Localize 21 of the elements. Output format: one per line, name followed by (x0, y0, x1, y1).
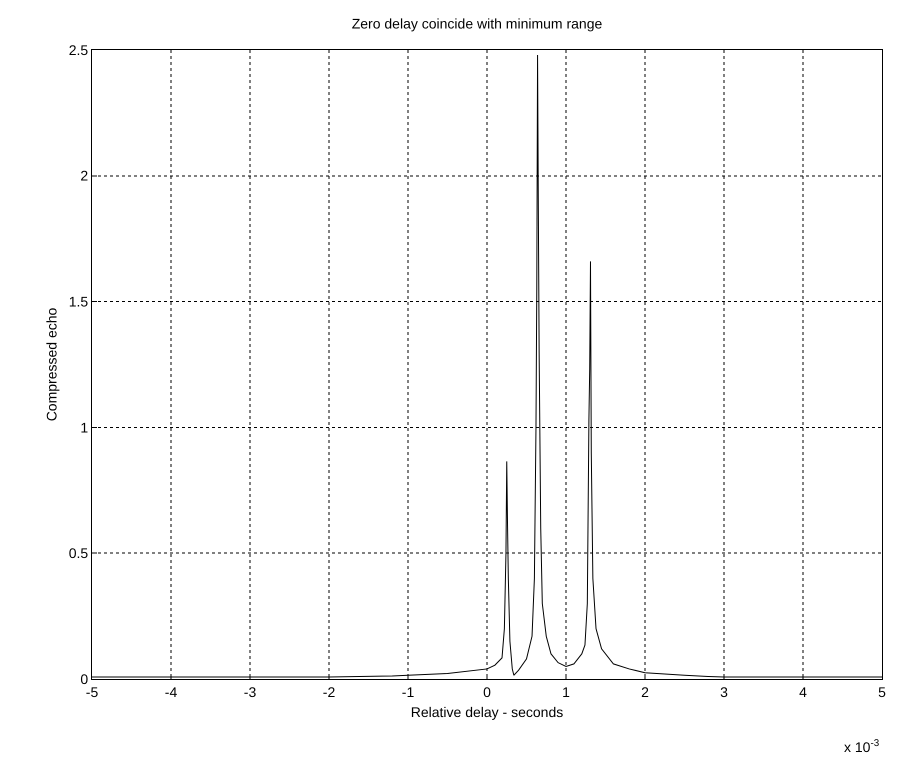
x-tick-label: 5 (878, 684, 886, 700)
x-tick-label: -2 (322, 684, 336, 700)
y-tick-label: 2 (80, 168, 88, 184)
x-tick-label: 1 (562, 684, 570, 700)
y-axis-title: Compressed echo (43, 307, 60, 422)
y-tick-label: 0.5 (68, 545, 88, 562)
y-tick-label: 0 (80, 670, 88, 687)
y-tick-label: 1.5 (68, 294, 88, 310)
text: x 10$^{-3}$ (844, 738, 880, 755)
x-axis-title: Relative delay - seconds (410, 704, 564, 720)
x-tick-label: 4 (799, 684, 808, 700)
x-tick-label: -1 (402, 684, 414, 700)
x-tick-label: -4 (164, 684, 178, 700)
chart-title: Zero delay coincide with minimum range (352, 16, 602, 32)
x-tick-label: -3 (244, 684, 256, 700)
x-tick-label: 2 (641, 684, 650, 700)
y-tick-label: 1 (80, 419, 88, 436)
x-tick-label: 3 (720, 684, 728, 700)
x-tick-label: 0 (483, 684, 492, 700)
y-tick-label: 2.5 (68, 42, 88, 58)
x-tick-label: -5 (86, 684, 98, 700)
